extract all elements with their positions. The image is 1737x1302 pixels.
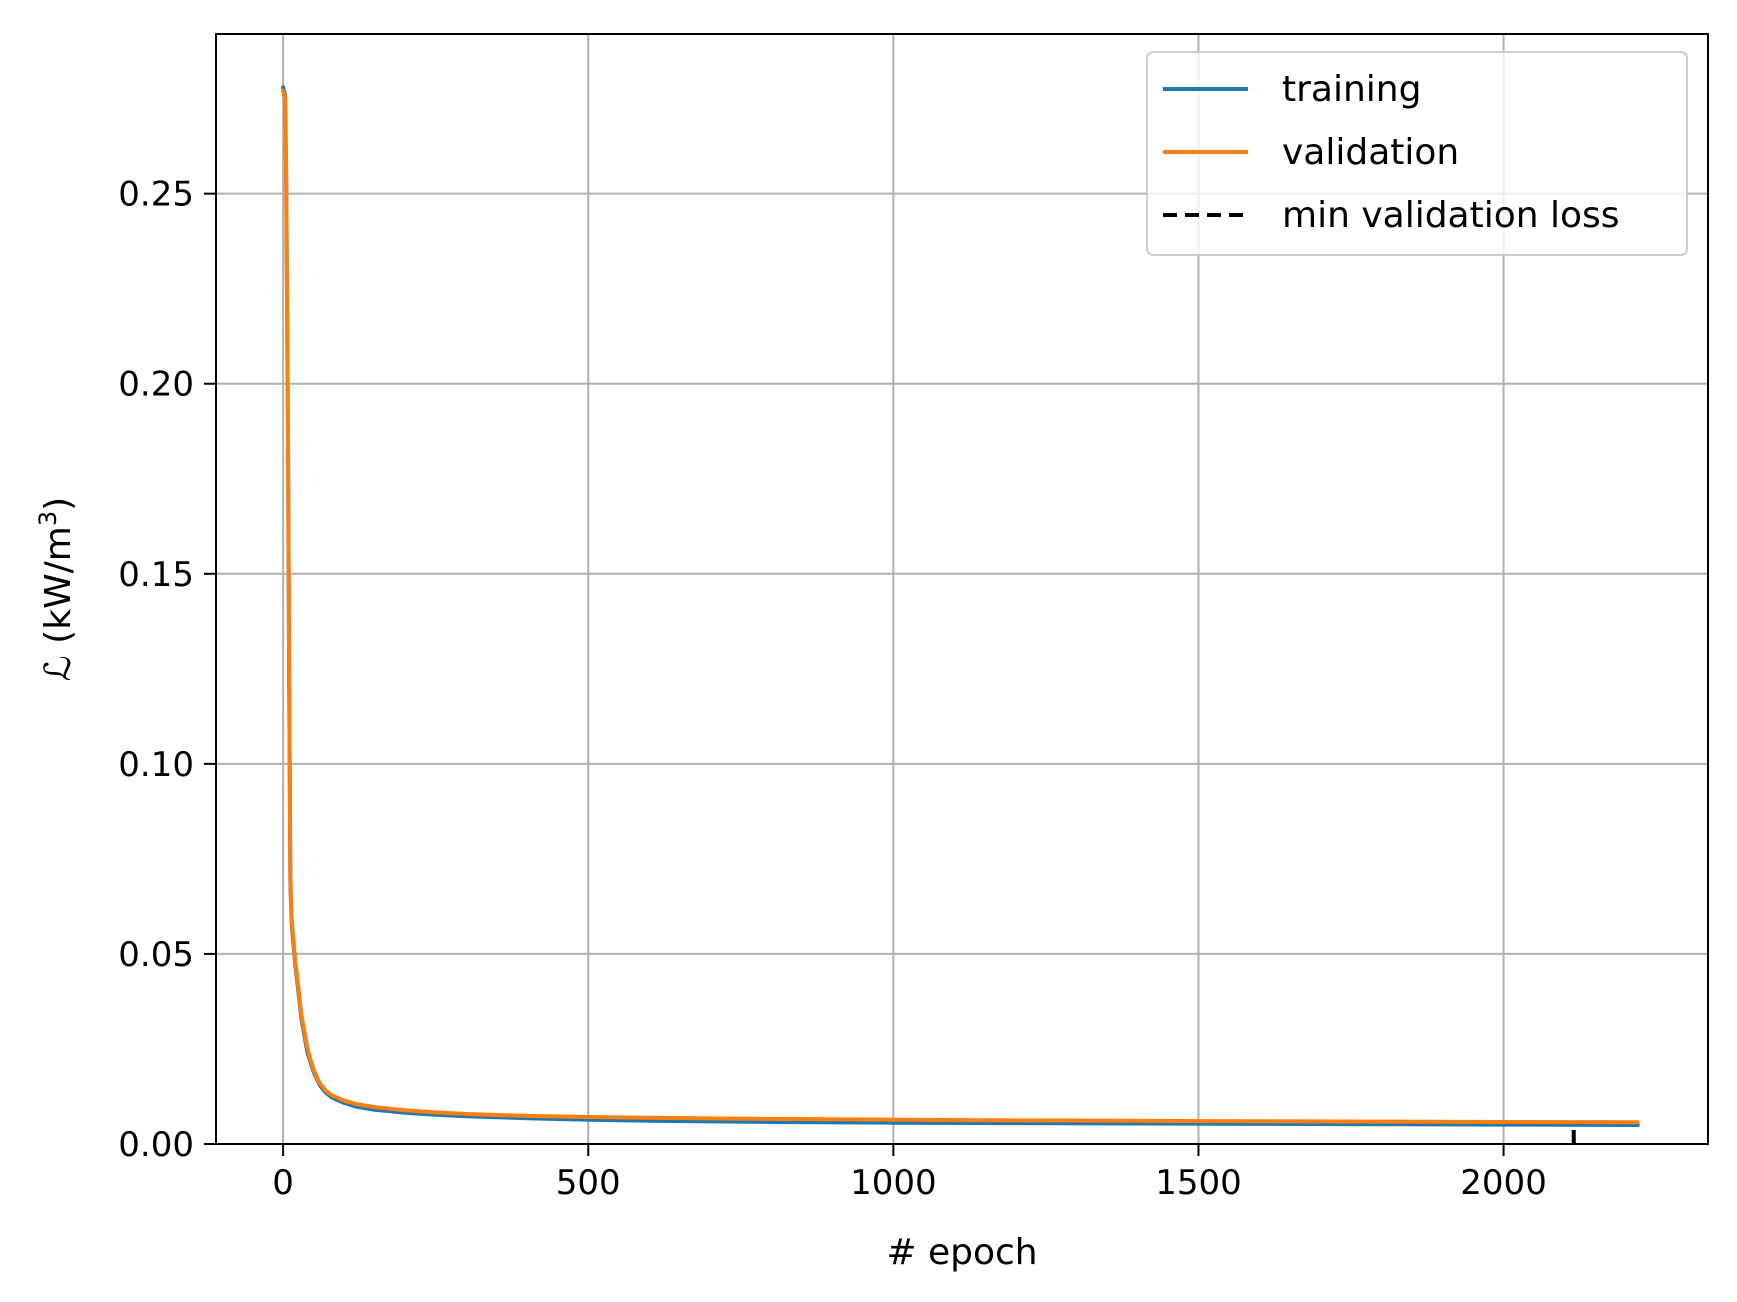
y-tick-label: 0.15	[118, 555, 194, 595]
legend: training validation min validation loss	[1146, 51, 1688, 256]
legend-label-training: training	[1282, 69, 1421, 110]
x-tick-label: 1500	[1155, 1163, 1242, 1203]
series-layer	[281, 85, 1640, 1144]
y-axis-label-main: ℒ (kW/m	[38, 526, 79, 681]
x-tick-label: 0	[272, 1163, 294, 1203]
y-tick-label: 0.20	[118, 365, 194, 405]
legend-box	[1146, 51, 1688, 256]
legend-label-min-validation-loss: min validation loss	[1282, 195, 1620, 236]
x-tick-label: 2000	[1460, 1163, 1547, 1203]
y-tick-label: 0.25	[118, 175, 194, 215]
legend-label-validation: validation	[1282, 132, 1459, 173]
x-axis-label: # epoch	[886, 1232, 1037, 1273]
y-axis-label: ℒ (kW/m3)	[34, 497, 79, 681]
series-line-validation	[281, 89, 1640, 1125]
y-axis-label-superscript: 3	[34, 511, 62, 526]
y-tick-label: 0.05	[118, 935, 194, 975]
plot-frame	[215, 33, 1709, 1145]
x-tick-label: 500	[556, 1163, 621, 1203]
y-axis-label-close: )	[38, 497, 79, 511]
x-tick-label: 1000	[850, 1163, 937, 1203]
y-tick-label: 0.10	[118, 745, 194, 785]
axis-ticks: 0 500 1000 1500 2000 0.00 0.05 0.10 0.15 0.20 0.25	[118, 175, 1547, 1203]
y-tick-label: 0.00	[118, 1125, 194, 1165]
